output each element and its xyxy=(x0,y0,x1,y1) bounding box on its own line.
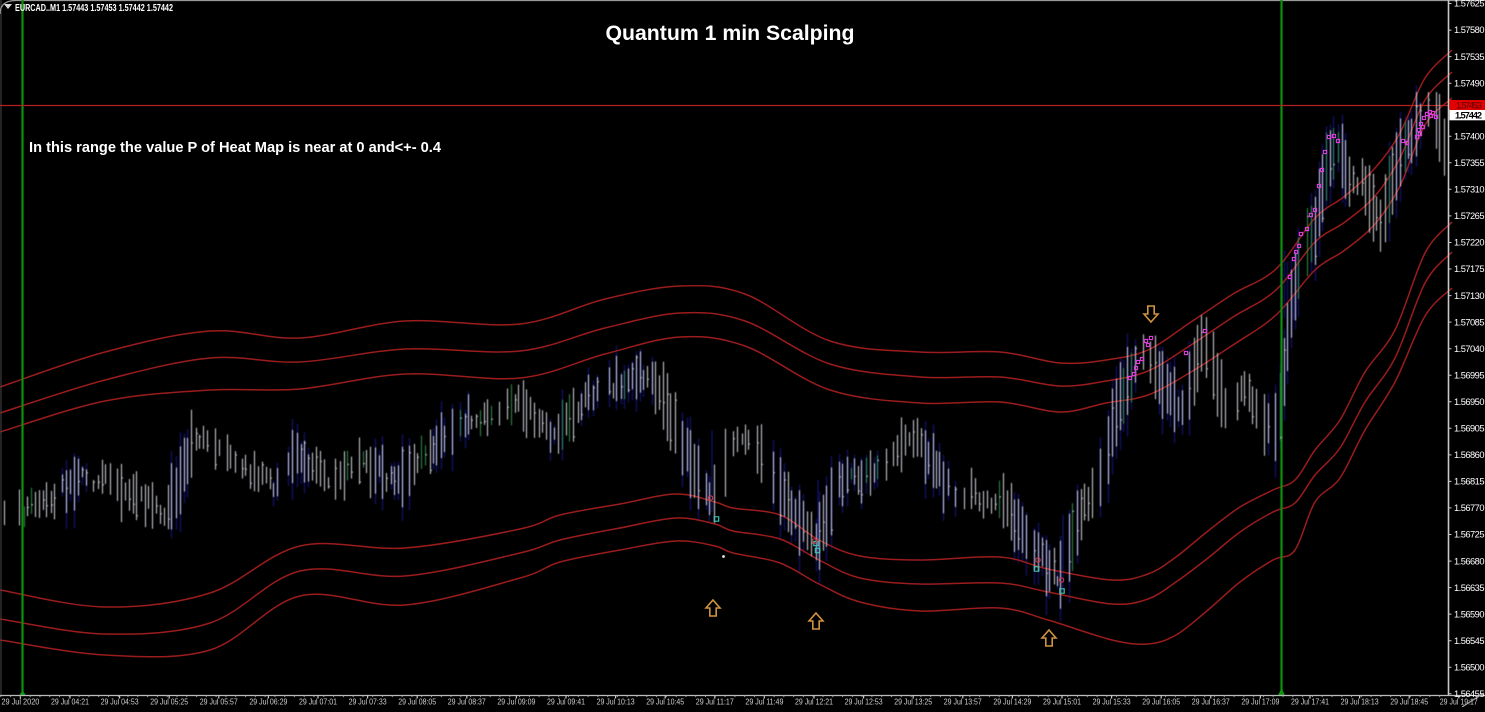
svg-text:1.56815: 1.56815 xyxy=(1454,477,1485,487)
svg-text:29 Jul 04:53: 29 Jul 04:53 xyxy=(101,697,139,707)
svg-text:1.57400: 1.57400 xyxy=(1454,131,1485,141)
svg-text:1.56590: 1.56590 xyxy=(1454,609,1485,619)
svg-text:1.56905: 1.56905 xyxy=(1454,424,1485,434)
svg-text:1.56680: 1.56680 xyxy=(1454,556,1485,566)
svg-text:29 Jul 08:37: 29 Jul 08:37 xyxy=(448,697,486,707)
svg-text:29 Jul 12:21: 29 Jul 12:21 xyxy=(795,697,833,707)
svg-text:1.57490: 1.57490 xyxy=(1454,78,1485,88)
svg-text:29 Jul 11:17: 29 Jul 11:17 xyxy=(696,697,734,707)
svg-text:29 Jul 15:01: 29 Jul 15:01 xyxy=(1043,697,1081,707)
svg-text:1.57625: 1.57625 xyxy=(1454,0,1485,9)
svg-text:1.57220: 1.57220 xyxy=(1454,238,1485,248)
svg-text:EURCAD..M1 1.57443 1.57453 1.: EURCAD..M1 1.57443 1.57453 1.57442 1.574… xyxy=(15,3,173,14)
svg-text:29 Jul 16:37: 29 Jul 16:37 xyxy=(1192,697,1230,707)
svg-text:29 Jul 19:17: 29 Jul 19:17 xyxy=(1440,697,1478,707)
svg-text:29 Jul 07:01: 29 Jul 07:01 xyxy=(299,697,337,707)
svg-text:29 Jul 09:09: 29 Jul 09:09 xyxy=(497,697,535,707)
svg-text:29 Jul 18:13: 29 Jul 18:13 xyxy=(1341,697,1379,707)
svg-text:29 Jul 05:25: 29 Jul 05:25 xyxy=(150,697,188,707)
svg-text:1.56725: 1.56725 xyxy=(1454,530,1485,540)
svg-text:29 Jul 13:57: 29 Jul 13:57 xyxy=(944,697,982,707)
svg-text:1.57580: 1.57580 xyxy=(1454,25,1485,35)
svg-text:1.57355: 1.57355 xyxy=(1454,158,1485,168)
svg-text:29 Jul 16:05: 29 Jul 16:05 xyxy=(1142,697,1180,707)
svg-text:29 Jul 09:41: 29 Jul 09:41 xyxy=(547,697,585,707)
svg-text:1.57442: 1.57442 xyxy=(1455,111,1482,121)
svg-text:In this range the value P of H: In this range the value P of Heat Map is… xyxy=(29,140,441,156)
svg-text:29 Jul 08:05: 29 Jul 08:05 xyxy=(398,697,436,707)
svg-text:29 Jul 17:09: 29 Jul 17:09 xyxy=(1241,697,1279,707)
svg-text:1.56545: 1.56545 xyxy=(1454,636,1485,646)
svg-text:29 Jul 10:45: 29 Jul 10:45 xyxy=(646,697,684,707)
svg-text:1.57310: 1.57310 xyxy=(1454,185,1485,195)
svg-text:29 Jul 04:21: 29 Jul 04:21 xyxy=(51,697,89,707)
svg-text:1.57453: 1.57453 xyxy=(1456,100,1482,110)
svg-text:1.57175: 1.57175 xyxy=(1454,264,1485,274)
svg-text:1.57130: 1.57130 xyxy=(1454,291,1485,301)
svg-text:1.57265: 1.57265 xyxy=(1454,211,1485,221)
svg-text:Quantum 1 min Scalping: Quantum 1 min Scalping xyxy=(606,22,855,45)
svg-text:1.56500: 1.56500 xyxy=(1454,663,1485,673)
svg-text:1.57535: 1.57535 xyxy=(1454,52,1485,62)
svg-text:1.56770: 1.56770 xyxy=(1454,503,1485,513)
svg-text:29 Jul 06:29: 29 Jul 06:29 xyxy=(249,697,287,707)
svg-text:29 Jul 07:33: 29 Jul 07:33 xyxy=(349,697,387,707)
svg-text:29 Jul 18:45: 29 Jul 18:45 xyxy=(1390,697,1428,707)
svg-text:1.56860: 1.56860 xyxy=(1454,450,1485,460)
svg-text:1.57085: 1.57085 xyxy=(1454,317,1485,327)
svg-text:1.56950: 1.56950 xyxy=(1454,397,1485,407)
svg-text:29 Jul 14:29: 29 Jul 14:29 xyxy=(993,697,1031,707)
svg-text:29 Jul 17:41: 29 Jul 17:41 xyxy=(1291,697,1329,707)
svg-text:29 Jul 15:33: 29 Jul 15:33 xyxy=(1093,697,1131,707)
svg-text:1.56635: 1.56635 xyxy=(1454,583,1485,593)
svg-text:29 Jul 05:57: 29 Jul 05:57 xyxy=(200,697,238,707)
svg-text:29 Jul 13:25: 29 Jul 13:25 xyxy=(894,697,932,707)
svg-text:1.56995: 1.56995 xyxy=(1454,370,1485,380)
svg-text:29 Jul 10:13: 29 Jul 10:13 xyxy=(597,697,635,707)
svg-text:29 Jul 12:53: 29 Jul 12:53 xyxy=(845,697,883,707)
svg-text:29 Jul 2020: 29 Jul 2020 xyxy=(1,697,39,707)
svg-text:29 Jul 11:49: 29 Jul 11:49 xyxy=(745,697,783,707)
svg-text:1.57040: 1.57040 xyxy=(1454,344,1485,354)
